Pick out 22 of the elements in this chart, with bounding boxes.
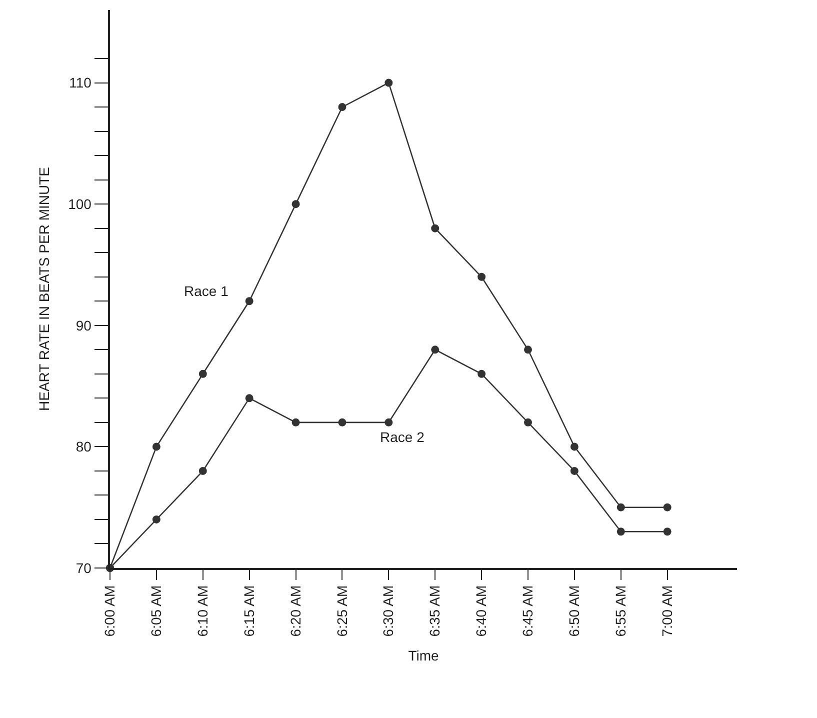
series-label: Race 1 [184,283,229,299]
y-tick-label: 100 [68,196,92,212]
y-tick-label: 110 [69,74,92,91]
y-tick-label: 80 [76,438,92,455]
y-tick-label: 90 [76,317,92,334]
y-tick-label: 70 [76,560,92,576]
x-tick-label: 6:25 AM [334,585,350,637]
x-tick-label: 6:20 AM [287,585,304,637]
x-tick-label: 6:40 AM [473,585,490,637]
x-tick-label: 6:05 AM [148,585,164,637]
x-tick-label: 6:00 AM [102,585,118,637]
x-tick-label: 6:35 AM [426,585,443,637]
x-tick-label: 6:10 AM [194,585,210,637]
series-label: Race 2 [380,429,425,445]
x-axis-title: Time [408,648,440,664]
x-tick-label: 6:15 AM [240,585,257,637]
x-tick-label: 6:45 AM [520,585,536,637]
x-tick-label: 6:55 AM [612,585,628,637]
x-tick-label: 6:30 AM [380,585,396,637]
x-tick-label: 7:00 AM [658,585,675,637]
x-tick-label: 6:50 AM [566,585,582,637]
y-axis-title: HEART RATE IN BEATS PER MINUTE [36,166,52,412]
